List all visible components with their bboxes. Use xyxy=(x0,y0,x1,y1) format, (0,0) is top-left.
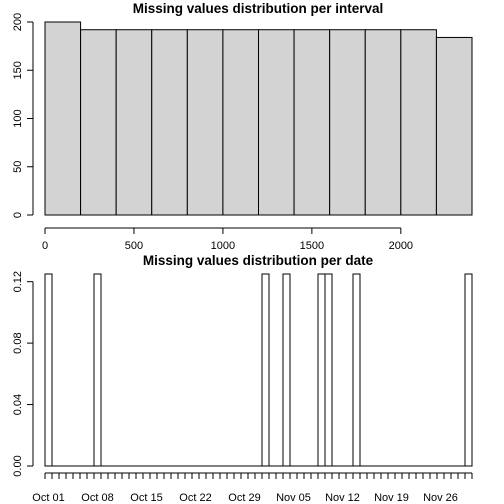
interval-histogram-bars xyxy=(44,21,473,216)
y-tick-label: 0 xyxy=(12,212,24,218)
x-tick-label: 1500 xyxy=(300,240,324,252)
histogram-bar xyxy=(464,273,473,467)
histogram-bar xyxy=(80,29,117,216)
histogram-bar xyxy=(186,29,224,216)
histogram-bar xyxy=(258,29,295,216)
y-tick-label: 150 xyxy=(12,61,24,79)
x-tick-label: Oct 01 xyxy=(32,492,64,504)
date-histogram-y-axis: 0.00 0.04 0.08 0.12 xyxy=(12,271,34,477)
interval-histogram-panel: Missing values distribution per interval… xyxy=(12,1,473,252)
histogram-bar xyxy=(317,273,326,467)
y-tick-label: 100 xyxy=(12,109,24,127)
date-histogram-bars xyxy=(44,273,473,467)
histogram-bar xyxy=(282,273,291,467)
histogram-bar xyxy=(222,29,260,216)
x-tick-label: Nov 12 xyxy=(325,492,360,504)
histogram-bar xyxy=(115,29,153,216)
histogram-bar xyxy=(44,273,53,467)
histogram-bar xyxy=(93,273,102,467)
x-tick-label: Oct 29 xyxy=(228,492,260,504)
x-tick-label: Oct 08 xyxy=(81,492,113,504)
x-tick-label: 0 xyxy=(42,240,48,252)
x-tick-label: Nov 05 xyxy=(276,492,311,504)
x-tick-label: Nov 26 xyxy=(423,492,458,504)
histogram-bar xyxy=(329,29,366,216)
histogram-bar xyxy=(151,29,188,216)
y-tick-label: 50 xyxy=(12,161,24,173)
histogram-bar xyxy=(400,29,437,216)
date-histogram-panel: Missing values distribution per date 0.0… xyxy=(12,253,473,504)
y-tick-label: 0.12 xyxy=(12,271,24,292)
histogram-bar xyxy=(435,36,473,216)
y-tick-label: 0.00 xyxy=(12,455,24,476)
histogram-bar xyxy=(293,29,331,216)
x-tick-label: Nov 19 xyxy=(374,492,409,504)
x-tick-label: 1000 xyxy=(211,240,235,252)
y-tick-label: 200 xyxy=(12,13,24,31)
histogram-bar xyxy=(44,21,82,216)
interval-histogram-x-axis: 0 500 1000 1500 2000 xyxy=(42,227,413,252)
histogram-bar xyxy=(261,273,270,467)
x-tick-label: Oct 22 xyxy=(179,492,211,504)
interval-histogram-title: Missing values distribution per interval xyxy=(133,1,384,16)
histogram-bar xyxy=(324,273,333,467)
interval-histogram-y-axis: 0 50 100 150 200 xyxy=(12,13,34,218)
histogram-bar xyxy=(364,29,402,216)
x-tick-label: 2000 xyxy=(389,240,413,252)
date-histogram-x-axis: Oct 01 Oct 08 Oct 15 Oct 22 Oct 29 Nov 05 Nov … xyxy=(32,472,473,504)
x-tick-label: 500 xyxy=(125,240,143,252)
y-tick-label: 0.08 xyxy=(12,332,24,353)
x-tick-label: Oct 15 xyxy=(130,492,162,504)
histogram-bar xyxy=(352,273,361,467)
y-tick-label: 0.04 xyxy=(12,394,24,415)
date-histogram-title: Missing values distribution per date xyxy=(143,253,374,268)
